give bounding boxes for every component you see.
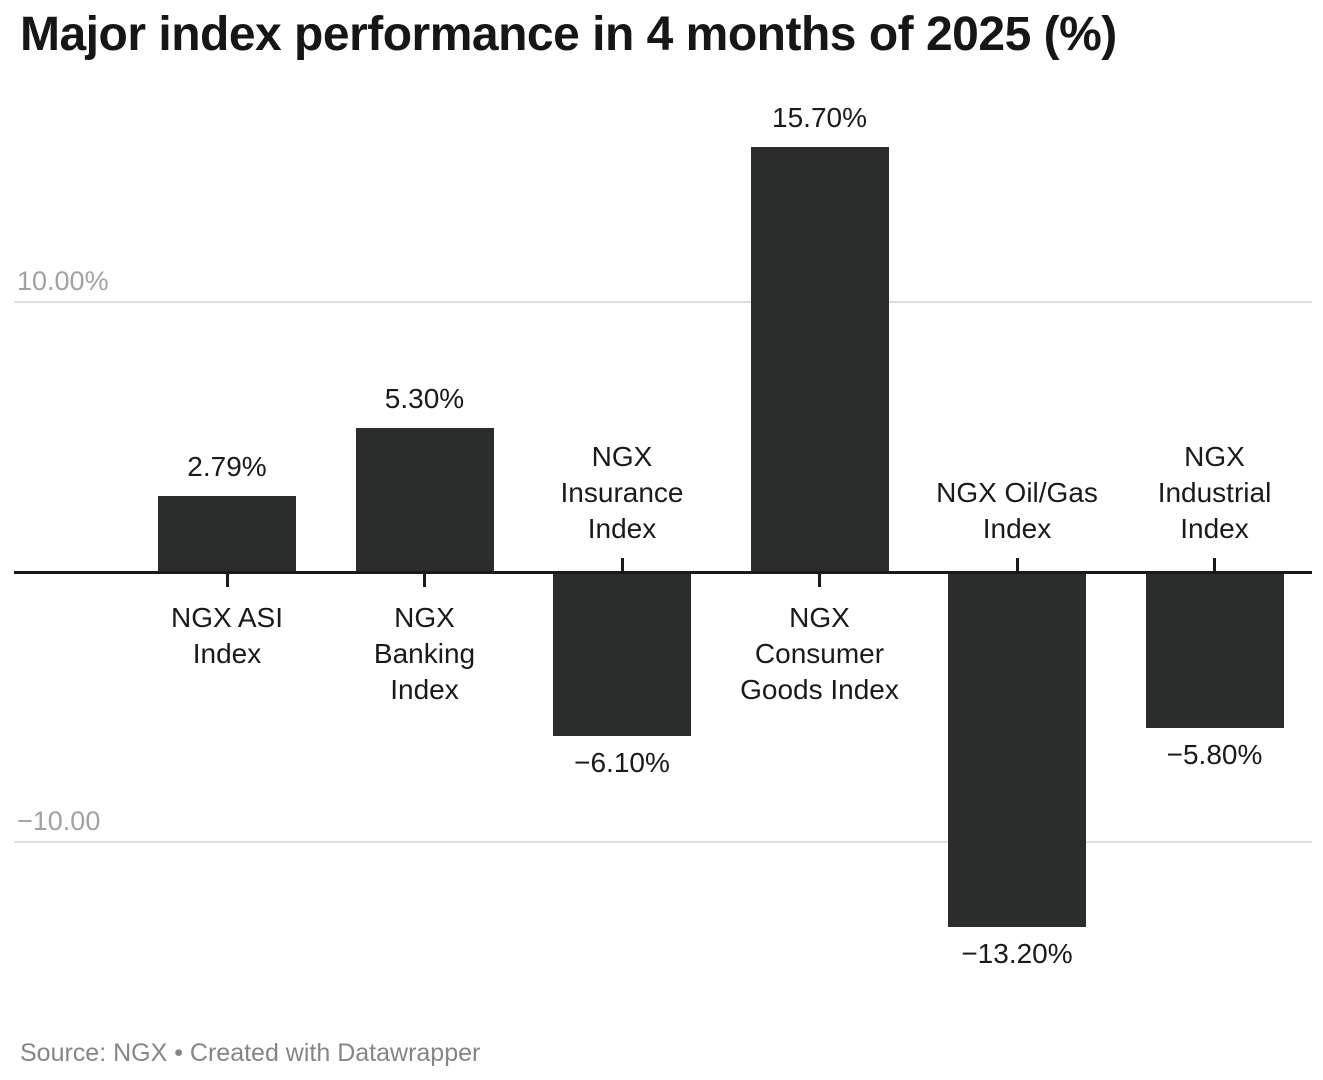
- axis-tick: [620, 558, 624, 571]
- category-label-ngx-insurance-index: NGX Insurance Index: [560, 441, 684, 544]
- bar-ngx-insurance-index: [553, 571, 691, 736]
- gridline: [14, 841, 1312, 843]
- axis-tick: [818, 574, 821, 587]
- axis-tick: [423, 574, 426, 587]
- bar-ngx-consumer-goods-index: [750, 147, 889, 571]
- bar-ngx-industrial-index: [1145, 571, 1284, 728]
- x-axis-line: [14, 571, 1312, 574]
- category-label-ngx-consumer-goods-index: NGX Consumer Goods Index: [740, 602, 899, 705]
- value-label-ngx-asi-index: 2.79%: [187, 450, 267, 482]
- gridline: [14, 301, 1312, 303]
- bar-ngx-banking-index: [355, 427, 494, 571]
- axis-tick: [1213, 558, 1216, 571]
- axis-tick: [225, 574, 229, 587]
- y-axis-tick-label: 10.00%: [17, 266, 109, 296]
- category-label-ngx-oil-gas-index: NGX Oil/Gas Index: [936, 477, 1098, 544]
- source-line: Source: NGX • Created with Datawrapper: [20, 1039, 481, 1067]
- category-label-ngx-industrial-index: NGX Industrial Index: [1157, 441, 1272, 544]
- chart-title: Major index performance in 4 months of 2…: [20, 8, 1117, 61]
- value-label-ngx-consumer-goods-index: 15.70%: [772, 102, 867, 134]
- category-label-ngx-asi-index: NGX ASI Index: [170, 602, 284, 669]
- bar-ngx-oil-gas-index: [948, 571, 1086, 928]
- value-label-ngx-industrial-index: −5.80%: [1166, 738, 1263, 770]
- bar-ngx-asi-index: [158, 495, 296, 571]
- axis-tick: [1015, 558, 1019, 571]
- y-axis-tick-label: −10.00: [17, 806, 101, 836]
- category-label-ngx-banking-index: NGX Banking Index: [373, 602, 476, 705]
- value-label-ngx-insurance-index: −6.10%: [574, 746, 670, 778]
- value-label-ngx-oil-gas-index: −13.20%: [961, 938, 1073, 970]
- value-label-ngx-banking-index: 5.30%: [384, 382, 465, 414]
